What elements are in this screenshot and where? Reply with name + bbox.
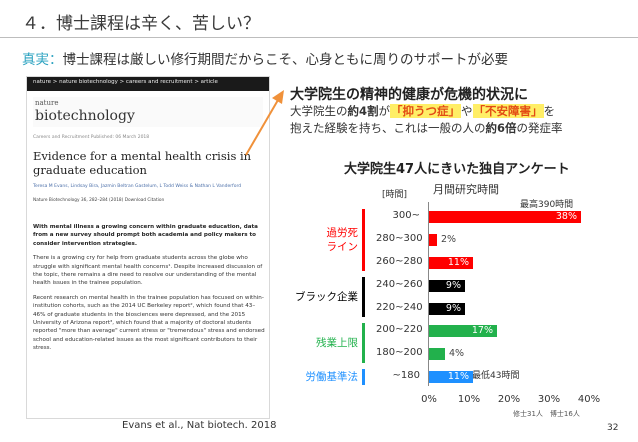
article-body: With mental illness a growing concern wi…: [33, 223, 265, 359]
bar: [429, 279, 465, 292]
finding-headline: 大学院生の精神的健康が危機的状況に: [290, 87, 528, 103]
finding-line-2: 抱えた経験を持ち、これは一般の人の約6倍の発症率: [290, 120, 563, 137]
y-tick-label: 220~240: [376, 301, 423, 313]
y-tick-label: 180~200: [376, 347, 423, 359]
sample-annotation: 修士31人 博士16人: [513, 410, 580, 418]
bar-value-label: 9%: [445, 279, 461, 291]
group-label: 労働基準法: [306, 370, 359, 384]
text-seg: 抱えた経験を持ち、これは一般の人の: [290, 121, 486, 135]
group-label: ブラック企業: [295, 290, 358, 304]
group-label: 過労死 ライン: [327, 226, 359, 254]
article-headline: Evidence for a mental health crisis in g…: [33, 149, 252, 177]
bar: [429, 257, 473, 269]
logo-big-text: biotechnology: [35, 108, 135, 124]
bar-value-label: 11%: [447, 257, 469, 268]
text-seg: が: [378, 104, 391, 118]
article-breadcrumb: nature > nature biotechnology > careers …: [33, 79, 218, 85]
citation: Evans et al., Nat biotech. 2018: [122, 420, 277, 431]
group-label-line: 労働基準法: [305, 371, 359, 383]
max-annotation: 最高390時間: [520, 200, 574, 210]
text-seg: の発症率: [516, 121, 563, 135]
article-topbar: [27, 77, 269, 91]
slide-subtitle: 真実：博士課程は厳しい修行期間だからこそ、心身ともに周りのサポートが必要: [22, 48, 508, 68]
x-tick-label: 20%: [497, 394, 521, 405]
subtitle-text: 博士課程は厳しい修行期間だからこそ、心身ともに周りのサポートが必要: [62, 52, 509, 68]
text-seg: 大学院生の: [290, 104, 348, 118]
bar: [429, 348, 445, 361]
title-divider: [0, 37, 638, 38]
y-tick-label: 200~220: [376, 324, 423, 336]
highlight-anxiety: 「不安障害」: [472, 104, 544, 118]
group-label: 残業上限: [316, 336, 358, 350]
group-bracket: [362, 368, 365, 386]
article-journal: Nature Biotechnology 36, 282–284 (2018) …: [33, 198, 165, 203]
logo-small-text: nature: [35, 99, 59, 107]
min-annotation: 最低43時間: [472, 371, 520, 381]
y-tick-label: 280~300: [376, 233, 423, 245]
group-bracket: [362, 323, 365, 363]
group-label-line: ライン: [326, 241, 359, 254]
highlight-depression: 「抑うつ症」: [390, 104, 462, 118]
y-tick-label: ~180: [392, 370, 420, 381]
article-para-1: With mental illness a growing concern wi…: [33, 224, 258, 247]
y-axis-unit: [時間]: [382, 190, 408, 200]
x-tick-label: 0%: [421, 394, 437, 405]
bar-value-label: 38%: [555, 211, 577, 223]
finding-line-1: 大学院生の約4割が「抑うつ症」や「不安障害」を: [290, 103, 563, 120]
y-tick-label: 300~: [392, 210, 420, 222]
finding-description: 大学院生の約4割が「抑うつ症」や「不安障害」を 抱えた経験を持ち、これは一般の人…: [290, 103, 563, 137]
text-seg-bold: 約6倍: [485, 121, 517, 135]
article-para-2: There is a growing cry for help from gra…: [33, 255, 263, 287]
group-bracket: [362, 277, 365, 317]
text-seg: や: [461, 104, 473, 118]
bar-value-label: 11%: [447, 371, 469, 382]
bar: [429, 211, 581, 224]
journal-logo: nature biotechnology: [33, 97, 263, 127]
y-tick-label: 240~260: [376, 278, 423, 290]
article-para-3: Recent research on mental health in the …: [33, 294, 265, 352]
chart-subtitle: 月間研究時間: [433, 183, 499, 196]
article-meta: Careers and Recruitment Published: 06 Ma…: [33, 135, 150, 140]
group-label-line: 過労死: [326, 227, 359, 240]
text-seg-bold: 約4割: [347, 104, 379, 118]
article-screenshot: nature > nature biotechnology > careers …: [26, 76, 270, 419]
text-seg: を: [543, 104, 556, 118]
bar: [429, 234, 437, 247]
page-number: 32: [607, 423, 619, 433]
y-axis-line: [428, 202, 429, 386]
x-tick-label: 40%: [577, 394, 601, 405]
bar-value-label: 4%: [449, 348, 465, 360]
bar-value-label: 17%: [471, 325, 493, 337]
x-tick-label: 10%: [457, 394, 481, 405]
bar-value-label: 2%: [441, 234, 457, 246]
bar: [429, 371, 473, 383]
bar: [429, 302, 465, 315]
article-authors: Teresa M Evans, Lindsay Bira, Jazmin Bel…: [33, 184, 242, 189]
group-bracket: [362, 209, 365, 272]
slide-title: ４．博士課程は辛く、苦しい？: [22, 14, 260, 34]
y-tick-label: 260~280: [376, 256, 423, 267]
group-label-line: ブラック企業: [295, 291, 358, 304]
x-tick-label: 30%: [537, 394, 561, 405]
bar-value-label: 9%: [445, 302, 461, 314]
bar: [429, 325, 497, 338]
subtitle-label: 真実：: [22, 52, 63, 68]
group-label-line: 残業上限: [316, 336, 358, 349]
chart-title: 大学院生47人にきいた独自アンケート: [344, 162, 570, 177]
